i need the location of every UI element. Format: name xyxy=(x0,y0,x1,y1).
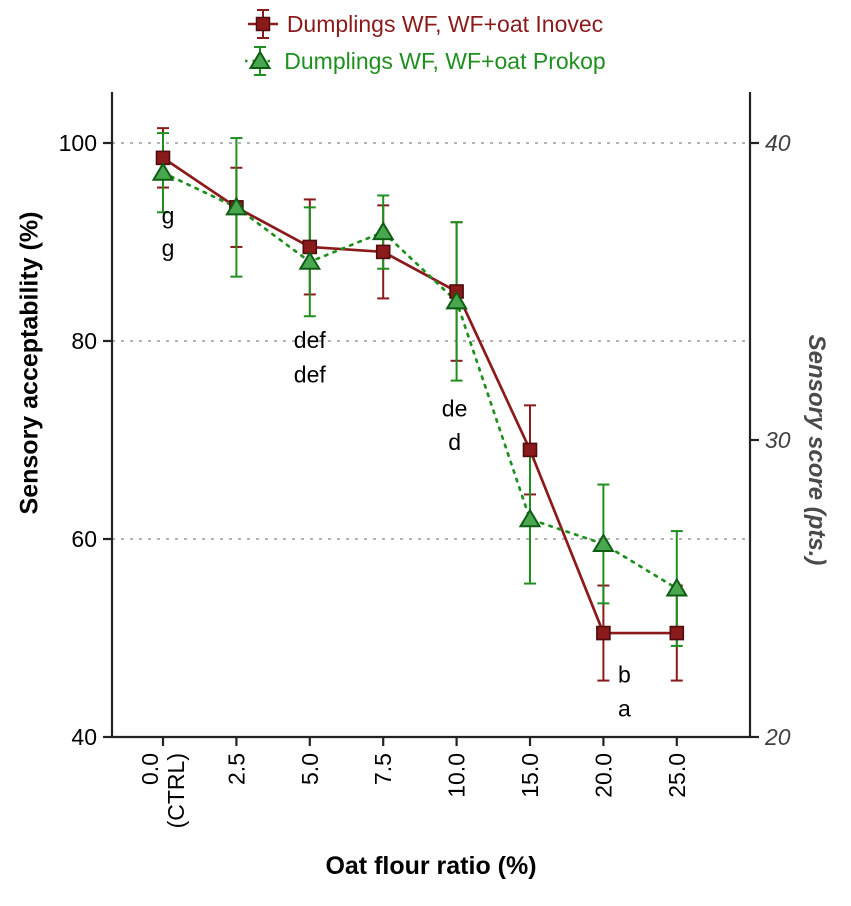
right-axis-title: Sensory score (pts.) xyxy=(803,334,830,566)
data-point-square xyxy=(596,625,611,641)
y-tick-left-label: 80 xyxy=(71,328,97,354)
significance-letter: de xyxy=(442,395,468,421)
x-axis-title: Oat flour ratio (%) xyxy=(325,852,537,880)
square-errorbar-icon xyxy=(247,9,278,39)
y-tick-left-label: 100 xyxy=(59,130,97,156)
significance-letter: g xyxy=(162,235,175,261)
x-tick-label: (CTRL) xyxy=(163,753,189,828)
legend-label: Dumplings WF, WF+oat Prokop xyxy=(284,47,606,74)
data-point-triangle xyxy=(665,577,689,597)
data-point-triangle xyxy=(371,221,395,241)
legend-item: Dumplings WF, WF+oat Inovec xyxy=(247,6,604,42)
significance-letter: g xyxy=(162,202,175,228)
legend-label: Dumplings WF, WF+oat Inovec xyxy=(286,10,604,37)
series-line xyxy=(161,171,679,590)
x-tick-label: 0.0 xyxy=(137,753,163,785)
legend-item: Dumplings WF, WF+oat Prokop xyxy=(245,43,606,79)
data-point-triangle xyxy=(151,161,175,181)
x-tick-label: 25.0 xyxy=(664,753,690,798)
data-point-triangle xyxy=(298,250,322,270)
y-tick-left-label: 60 xyxy=(71,526,97,552)
x-tick-label: 5.0 xyxy=(297,753,323,785)
left-axis-title: Sensory acceptability (%) xyxy=(15,211,44,515)
x-tick-label: 2.5 xyxy=(223,753,249,785)
significance-letter: def xyxy=(294,327,327,353)
triangle-errorbar-icon xyxy=(245,46,276,76)
data-point-triangle xyxy=(225,196,248,216)
data-point-triangle xyxy=(518,508,542,528)
data-point-square xyxy=(522,442,538,458)
significance-letter: d xyxy=(448,429,461,455)
series-line xyxy=(161,156,679,635)
y-tick-right-label: 20 xyxy=(764,724,791,750)
chart-legend: Dumplings WF, WF+oat Inovec Dumplings WF,… xyxy=(0,6,851,79)
y-tick-left-label: 40 xyxy=(71,724,97,750)
data-point-triangle xyxy=(592,532,615,552)
x-tick-label: 15.0 xyxy=(517,753,543,798)
data-point-square xyxy=(669,625,685,641)
significance-letter: def xyxy=(294,362,327,388)
x-tick-label: 20.0 xyxy=(590,753,616,798)
y-tick-right-label: 30 xyxy=(765,427,791,453)
data-point-square xyxy=(375,244,391,260)
y-tick-right-label: 40 xyxy=(765,130,791,156)
significance-letter: b xyxy=(618,662,631,688)
data-point-triangle xyxy=(445,290,468,310)
significance-letter: a xyxy=(618,695,631,721)
x-tick-label: 7.5 xyxy=(370,753,396,785)
x-tick-label: 10.0 xyxy=(444,753,470,798)
